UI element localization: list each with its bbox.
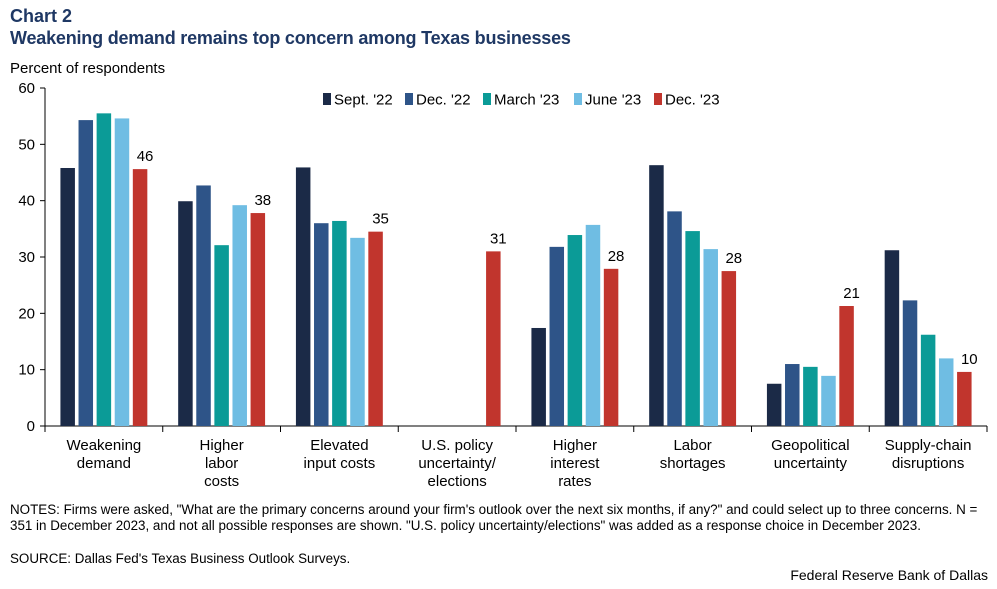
bar [178, 201, 193, 426]
bar-chart: 010203040506046Weakeningdemand38Higherla… [18, 80, 988, 490]
y-tick-label: 50 [18, 136, 35, 153]
category-label: uncertainty/ [418, 455, 496, 472]
bar [766, 383, 782, 426]
category-label: Higher [553, 437, 597, 454]
legend-label: March '23 [494, 92, 559, 109]
legend-swatch [323, 93, 331, 105]
category-label: elections [428, 473, 487, 490]
bar [839, 306, 854, 426]
data-label: 35 [372, 211, 389, 228]
bar [585, 224, 601, 426]
bar [649, 165, 664, 426]
category-label: Higher [200, 437, 244, 454]
category-label: rates [558, 473, 591, 490]
chart-label: Chart 2 [10, 6, 73, 26]
bar [250, 213, 266, 426]
legend-swatch [483, 93, 491, 105]
bar [667, 211, 682, 426]
y-tick-label: 0 [27, 418, 35, 435]
bar [785, 364, 800, 426]
bar [60, 167, 75, 426]
category-label: costs [204, 473, 239, 490]
notes-text: NOTES: Firms were asked, "What are the p… [10, 502, 978, 533]
y-tick-label: 60 [18, 80, 35, 97]
bar [96, 113, 112, 426]
category-label: labor [205, 455, 238, 472]
legend-swatch [405, 93, 413, 105]
y-axis-label: Percent of respondents [10, 60, 166, 77]
legend-label: June '23 [585, 92, 641, 109]
data-label: 46 [137, 148, 154, 165]
category-label: disruptions [892, 455, 965, 472]
category-label: demand [77, 455, 131, 472]
data-label: 38 [254, 192, 271, 209]
legend-label: Dec. '23 [665, 92, 720, 109]
source-text: SOURCE: Dallas Fed's Texas Business Outl… [10, 551, 351, 566]
bar [920, 334, 936, 426]
credit-text: Federal Reserve Bank of Dallas [790, 567, 988, 583]
category-label: Elevated [310, 437, 368, 454]
bar [803, 366, 818, 426]
legend-label: Dec. '22 [416, 92, 471, 109]
data-label: 28 [725, 250, 742, 267]
category-label: Weakening [66, 437, 141, 454]
bar [332, 220, 347, 426]
category-label: U.S. policy [421, 437, 493, 454]
bar [884, 250, 900, 426]
bar [368, 231, 383, 426]
bar [214, 245, 229, 426]
data-label: 31 [490, 230, 507, 247]
bar [821, 375, 836, 426]
bar [902, 300, 918, 426]
bar [232, 205, 247, 426]
y-tick-label: 40 [18, 193, 35, 210]
bar [938, 358, 954, 426]
bar [486, 251, 501, 426]
bar [549, 246, 565, 426]
legend-swatch [574, 93, 582, 105]
data-label: 10 [961, 351, 978, 368]
y-tick-label: 10 [18, 362, 35, 379]
category-label: shortages [660, 455, 726, 472]
bar [196, 185, 211, 426]
category-label: Supply-chain [885, 437, 972, 454]
legend-label: Sept. '22 [334, 92, 393, 109]
bar [685, 231, 700, 426]
bar [78, 120, 94, 427]
category-label: input costs [304, 455, 376, 472]
bar [132, 169, 148, 426]
bar [957, 371, 972, 426]
y-tick-label: 20 [18, 305, 35, 322]
data-label: 28 [608, 248, 625, 265]
legend-swatch [654, 93, 662, 105]
bar [114, 118, 130, 427]
bar [703, 249, 718, 426]
bar [350, 237, 365, 426]
category-label: uncertainty [774, 455, 848, 472]
category-label: Labor [673, 437, 711, 454]
bar [295, 167, 311, 426]
y-tick-label: 30 [18, 249, 35, 266]
bar [603, 268, 619, 426]
bar [314, 223, 329, 426]
category-label: interest [550, 455, 600, 472]
bar [567, 235, 583, 426]
category-label: Geopolitical [771, 437, 849, 454]
data-label: 21 [843, 285, 860, 302]
bar [531, 327, 546, 426]
chart-title: Weakening demand remains top concern amo… [10, 28, 571, 48]
bar [721, 271, 737, 426]
